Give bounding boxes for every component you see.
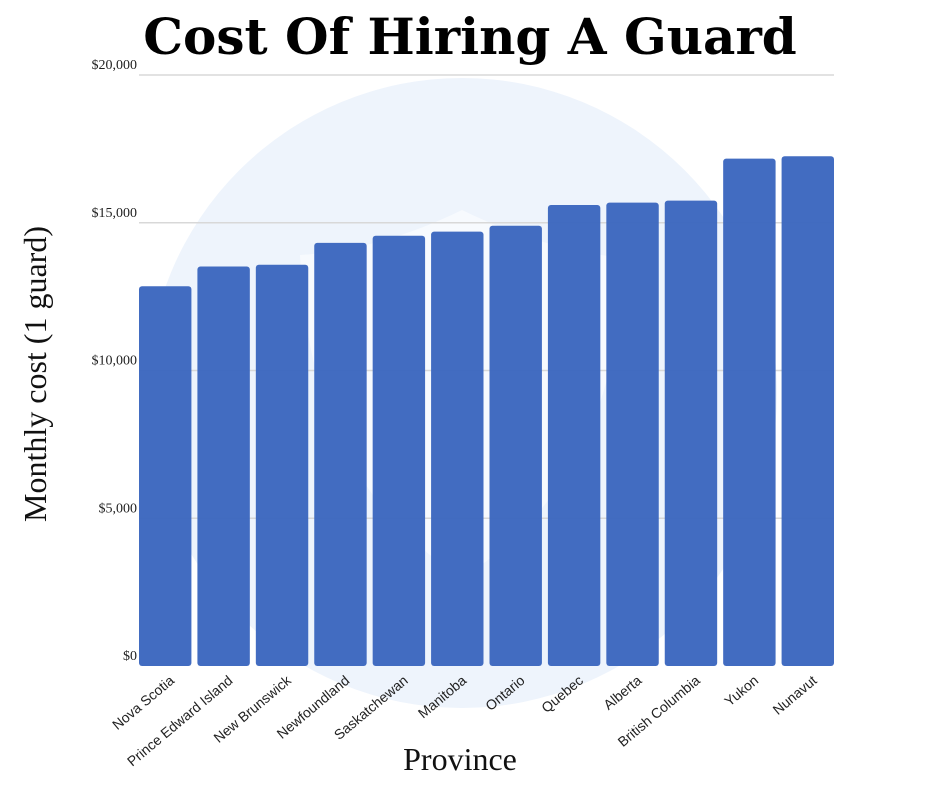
bar bbox=[372, 235, 426, 666]
bar bbox=[314, 242, 367, 666]
chart-title: Cost Of Hiring A Guard bbox=[143, 7, 797, 66]
y-tick-label: $0 bbox=[123, 649, 137, 664]
y-tick-label: $15,000 bbox=[92, 206, 138, 221]
y-tick-label: $10,000 bbox=[92, 354, 138, 369]
bar bbox=[197, 266, 250, 666]
y-tick-label: $20,000 bbox=[92, 58, 138, 73]
x-tick-label: Alberta bbox=[600, 672, 644, 713]
bars bbox=[139, 156, 834, 667]
bar bbox=[431, 231, 484, 667]
bar bbox=[723, 158, 776, 666]
bar bbox=[489, 225, 542, 666]
bar bbox=[255, 264, 309, 666]
x-tick-label: Nunavut bbox=[769, 672, 819, 718]
x-axis-label: Province bbox=[403, 741, 517, 777]
y-tick-label: $5,000 bbox=[99, 501, 138, 516]
x-tick-label: Yukon bbox=[721, 672, 761, 709]
y-tick-labels: $0 $5,000 $10,000 $15,000 $20,000 bbox=[92, 58, 138, 664]
bar bbox=[781, 156, 834, 666]
bar bbox=[664, 200, 718, 666]
bar bbox=[139, 286, 192, 666]
grid-lines bbox=[139, 74, 834, 519]
bar bbox=[547, 205, 601, 666]
x-tick-label: Prince Edward Island bbox=[124, 672, 236, 769]
y-axis-label: Monthly cost (1 guard) bbox=[17, 226, 53, 522]
bar bbox=[606, 202, 659, 666]
